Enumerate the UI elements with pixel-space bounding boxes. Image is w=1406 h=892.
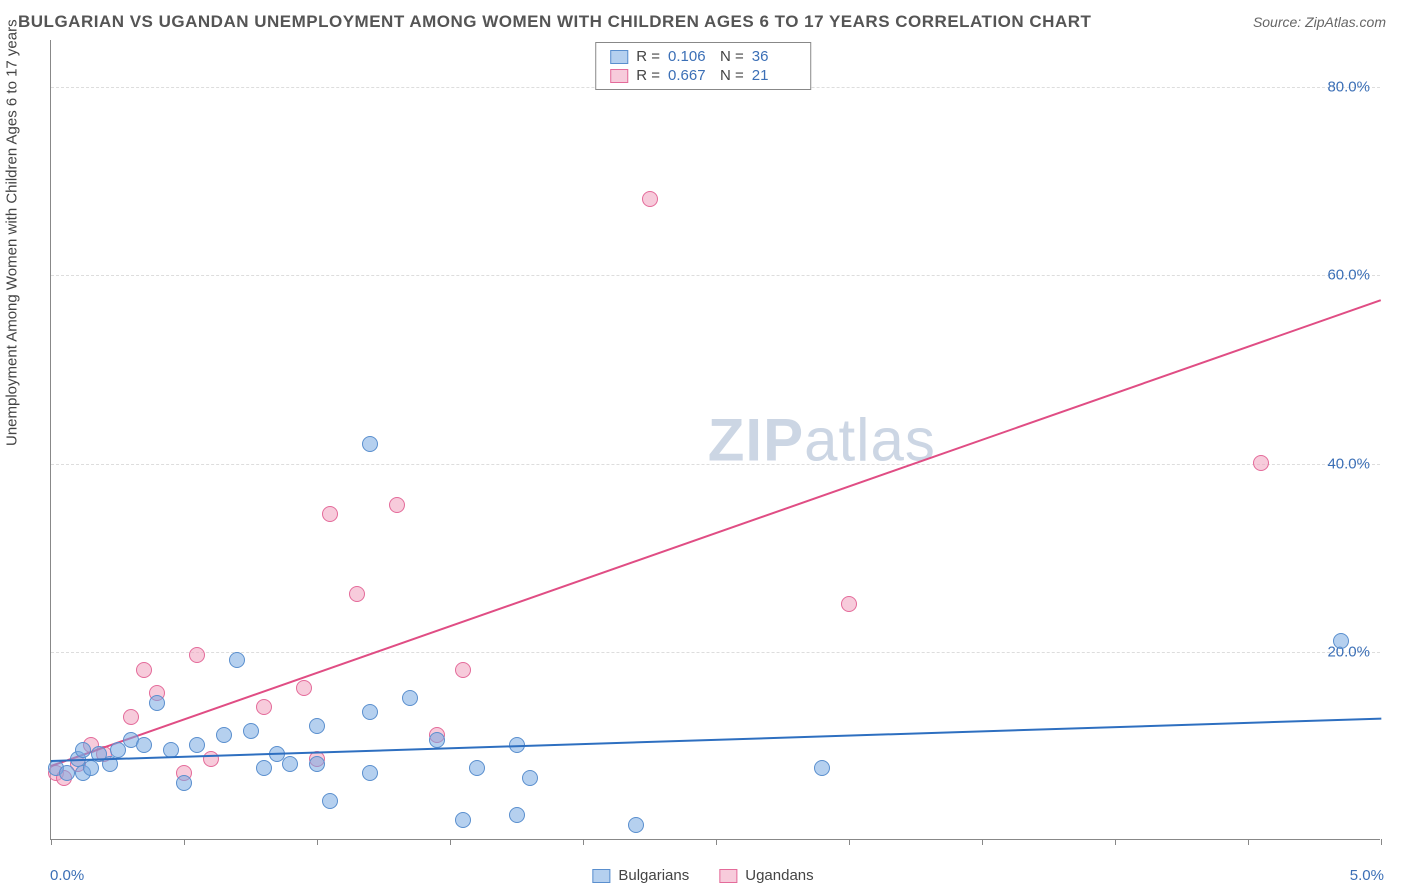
data-point	[628, 817, 644, 833]
data-point	[455, 662, 471, 678]
data-point	[256, 760, 272, 776]
x-tick	[51, 839, 52, 845]
x-tick	[583, 839, 584, 845]
data-point	[189, 647, 205, 663]
legend-stats-row: R = 0.106 N = 36	[610, 47, 796, 66]
x-tick	[317, 839, 318, 845]
legend-n-label: N =	[720, 67, 744, 84]
data-point	[429, 732, 445, 748]
legend-swatch	[592, 869, 610, 883]
data-point	[509, 807, 525, 823]
trend-line	[51, 299, 1382, 767]
legend-r-label: R =	[636, 48, 660, 65]
data-point	[322, 506, 338, 522]
data-point	[136, 662, 152, 678]
data-point	[642, 191, 658, 207]
data-point	[282, 756, 298, 772]
legend-series-item: Ugandans	[719, 867, 813, 884]
data-point	[522, 770, 538, 786]
x-tick	[1115, 839, 1116, 845]
data-point	[83, 760, 99, 776]
data-point	[149, 695, 165, 711]
x-tick	[1381, 839, 1382, 845]
data-point	[309, 718, 325, 734]
y-tick-label: 40.0%	[1327, 455, 1370, 472]
data-point	[362, 765, 378, 781]
legend-stats-row: R = 0.667 N = 21	[610, 66, 796, 85]
data-point	[203, 751, 219, 767]
legend-series: Bulgarians Ugandans	[592, 867, 813, 884]
data-point	[123, 709, 139, 725]
data-point	[322, 793, 338, 809]
data-point	[59, 765, 75, 781]
data-point	[389, 497, 405, 513]
legend-r-value: 0.106	[668, 48, 712, 65]
chart-container: BULGARIAN VS UGANDAN UNEMPLOYMENT AMONG …	[0, 0, 1406, 892]
x-tick	[716, 839, 717, 845]
data-point	[402, 690, 418, 706]
x-tick	[184, 839, 185, 845]
legend-r-label: R =	[636, 67, 660, 84]
data-point	[455, 812, 471, 828]
x-axis-min-label: 0.0%	[50, 867, 84, 884]
x-tick	[982, 839, 983, 845]
data-point	[256, 699, 272, 715]
legend-swatch	[719, 869, 737, 883]
legend-swatch	[610, 69, 628, 83]
data-point	[841, 596, 857, 612]
y-tick-label: 80.0%	[1327, 79, 1370, 96]
legend-series-label: Bulgarians	[618, 867, 689, 884]
legend-series-item: Bulgarians	[592, 867, 689, 884]
gridline	[51, 275, 1380, 276]
gridline	[51, 464, 1380, 465]
legend-r-value: 0.667	[668, 67, 712, 84]
chart-title: BULGARIAN VS UGANDAN UNEMPLOYMENT AMONG …	[18, 12, 1091, 32]
data-point	[1333, 633, 1349, 649]
data-point	[362, 436, 378, 452]
legend-stats: R = 0.106 N = 36 R = 0.667 N = 21	[595, 42, 811, 90]
legend-swatch	[610, 50, 628, 64]
y-tick-label: 60.0%	[1327, 267, 1370, 284]
x-tick	[1248, 839, 1249, 845]
legend-n-label: N =	[720, 48, 744, 65]
data-point	[296, 680, 312, 696]
plot-area: ZIPatlas 20.0%40.0%60.0%80.0%	[50, 40, 1380, 840]
data-point	[362, 704, 378, 720]
data-point	[189, 737, 205, 753]
data-point	[75, 742, 91, 758]
legend-series-label: Ugandans	[745, 867, 813, 884]
data-point	[176, 775, 192, 791]
gridline	[51, 652, 1380, 653]
x-tick	[450, 839, 451, 845]
y-axis-label: Unemployment Among Women with Children A…	[4, 19, 21, 446]
x-tick	[849, 839, 850, 845]
data-point	[229, 652, 245, 668]
legend-n-value: 21	[752, 67, 796, 84]
data-point	[469, 760, 485, 776]
data-point	[216, 727, 232, 743]
data-point	[349, 586, 365, 602]
legend-n-value: 36	[752, 48, 796, 65]
data-point	[814, 760, 830, 776]
data-point	[136, 737, 152, 753]
data-point	[243, 723, 259, 739]
data-point	[309, 756, 325, 772]
x-axis-max-label: 5.0%	[1350, 867, 1384, 884]
source-label: Source: ZipAtlas.com	[1253, 14, 1386, 30]
data-point	[1253, 455, 1269, 471]
